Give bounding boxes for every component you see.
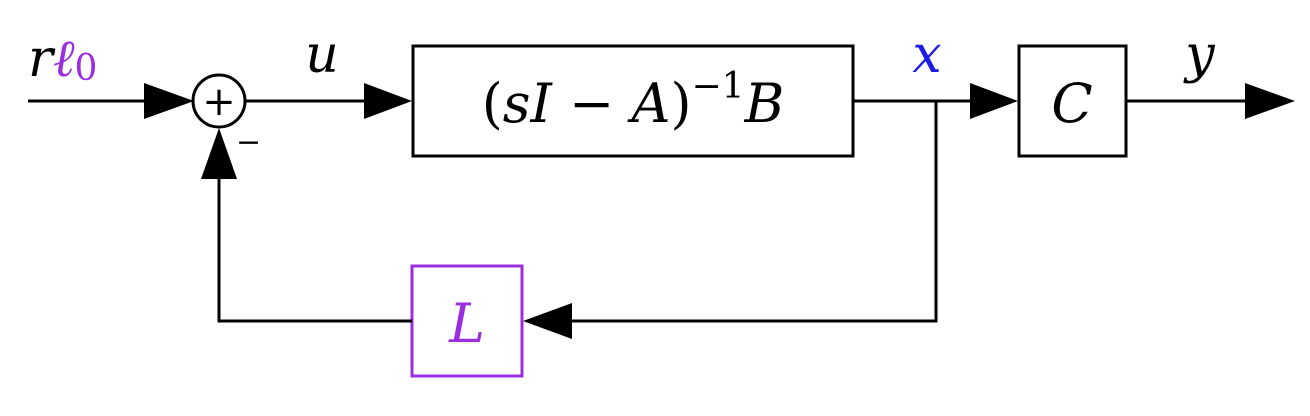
y-arrowhead: [1245, 83, 1295, 119]
input-r: r: [28, 29, 56, 89]
feedback-line-left: [217, 175, 412, 323]
plant-rparen: ): [670, 72, 691, 135]
input-label: rℓ0: [28, 29, 97, 89]
plant-transfer-function: (sI − A)−1B: [482, 66, 785, 135]
signal-y-label: y: [1183, 25, 1215, 85]
u-arrowhead: [364, 83, 412, 119]
plant-block: [411, 44, 855, 158]
signal-u-label: u: [305, 25, 339, 85]
plant-s: s: [503, 72, 531, 135]
x-arrowhead: [970, 83, 1018, 119]
plant-A: A: [626, 72, 670, 135]
plant-exponent: −1: [692, 66, 745, 107]
feedback-line-right: [565, 101, 938, 323]
input-arrowhead: [144, 83, 194, 119]
plant-B: B: [744, 72, 785, 135]
output-block: [1017, 44, 1128, 158]
output-block-label: C: [1051, 72, 1092, 135]
plant-lparen: (: [482, 72, 503, 135]
input-ell: ℓ: [53, 29, 75, 89]
feedback-block-label: L: [448, 292, 485, 355]
feedback-arrowhead-to-L: [523, 303, 572, 339]
input-subscript: 0: [75, 48, 98, 89]
feedback-arrowhead-to-junction: [201, 128, 237, 179]
summing-plus: +: [202, 79, 236, 125]
plant-I: I: [530, 72, 554, 135]
signal-x-label: x: [912, 25, 941, 85]
summing-minus: −: [236, 125, 261, 160]
plant-minus: −: [552, 72, 632, 135]
